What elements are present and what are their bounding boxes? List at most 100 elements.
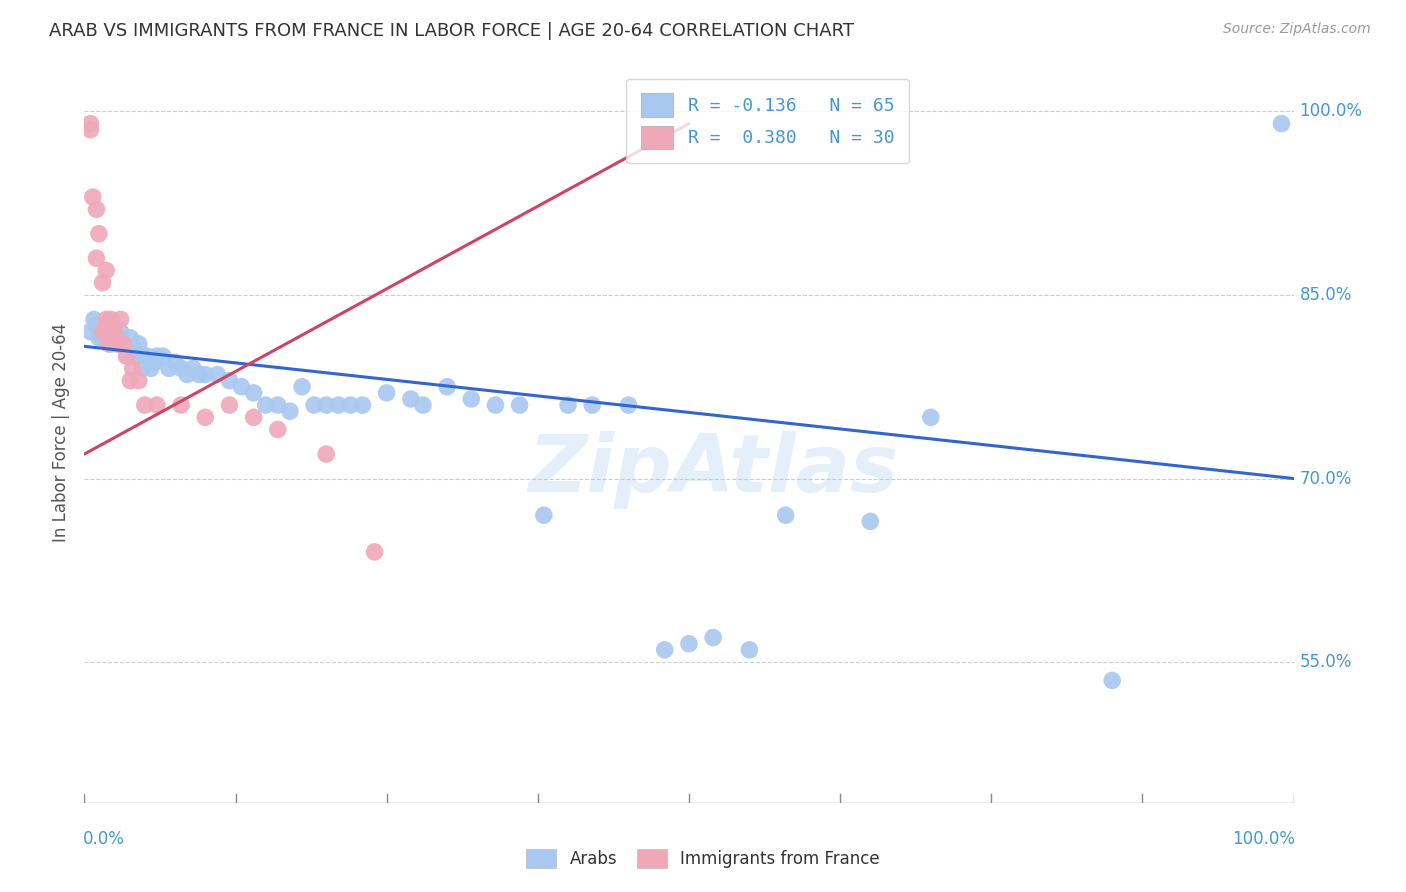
Point <box>231 380 253 394</box>
Text: 100.0%: 100.0% <box>1232 830 1295 847</box>
Point <box>484 398 506 412</box>
Point <box>165 355 187 369</box>
Point <box>194 368 217 382</box>
Point <box>176 368 198 382</box>
Point <box>412 398 434 412</box>
Point <box>702 631 724 645</box>
Point <box>100 337 122 351</box>
Point <box>124 343 146 357</box>
Point <box>920 410 942 425</box>
Point <box>1270 117 1292 131</box>
Point <box>82 190 104 204</box>
Point <box>302 398 325 412</box>
Point <box>188 368 211 382</box>
Point <box>218 374 240 388</box>
Point <box>112 337 135 351</box>
Point <box>139 361 162 376</box>
Point <box>94 263 117 277</box>
Point <box>94 325 117 339</box>
Point <box>115 349 138 363</box>
Point <box>352 398 374 412</box>
Point <box>86 318 108 333</box>
Point <box>267 423 290 437</box>
Point <box>399 392 422 406</box>
Point <box>242 385 264 400</box>
Point <box>94 312 117 326</box>
Point <box>1101 673 1123 688</box>
Point <box>121 349 143 363</box>
Point <box>460 392 482 406</box>
Point <box>91 325 114 339</box>
Text: ARAB VS IMMIGRANTS FROM FRANCE IN LABOR FORCE | AGE 20-64 CORRELATION CHART: ARAB VS IMMIGRANTS FROM FRANCE IN LABOR … <box>49 22 855 40</box>
Point <box>315 447 337 461</box>
Point <box>86 252 108 266</box>
Point <box>100 312 122 326</box>
Point <box>79 325 101 339</box>
Point <box>278 404 301 418</box>
Point <box>91 276 114 290</box>
Point <box>533 508 555 523</box>
Text: 85.0%: 85.0% <box>1299 286 1353 304</box>
Point <box>328 398 350 412</box>
Point <box>87 227 110 241</box>
Point <box>170 361 193 376</box>
Point <box>128 374 150 388</box>
Point <box>291 380 314 394</box>
Point <box>97 337 120 351</box>
Point <box>83 312 105 326</box>
Text: Source: ZipAtlas.com: Source: ZipAtlas.com <box>1223 22 1371 37</box>
Point <box>146 349 169 363</box>
Point <box>254 398 277 412</box>
Point <box>557 398 579 412</box>
Point <box>87 331 110 345</box>
Point <box>375 385 398 400</box>
Point <box>136 349 159 363</box>
Point <box>121 361 143 376</box>
Point <box>242 410 264 425</box>
Point <box>207 368 229 382</box>
Y-axis label: In Labor Force | Age 20-64: In Labor Force | Age 20-64 <box>52 323 70 542</box>
Point <box>134 349 156 363</box>
Point <box>654 643 676 657</box>
Text: 70.0%: 70.0% <box>1299 469 1353 488</box>
Point <box>581 398 603 412</box>
Text: 0.0%: 0.0% <box>83 830 125 847</box>
Point <box>143 355 166 369</box>
Legend: Arabs, Immigrants from France: Arabs, Immigrants from France <box>519 842 887 875</box>
Point <box>97 331 120 345</box>
Point <box>509 398 531 412</box>
Point <box>859 514 882 528</box>
Point <box>131 361 153 376</box>
Point <box>120 374 142 388</box>
Point <box>110 325 132 339</box>
Text: ZipAtlas: ZipAtlas <box>529 431 898 508</box>
Point <box>79 122 101 136</box>
Point <box>738 643 761 657</box>
Point <box>267 398 290 412</box>
Point <box>91 331 114 345</box>
Point <box>678 637 700 651</box>
Point <box>110 312 132 326</box>
Text: 55.0%: 55.0% <box>1299 653 1353 671</box>
Point <box>128 337 150 351</box>
Point <box>146 398 169 412</box>
Legend: R = -0.136   N = 65, R =  0.380   N = 30: R = -0.136 N = 65, R = 0.380 N = 30 <box>626 78 908 163</box>
Point <box>107 337 129 351</box>
Point <box>91 325 114 339</box>
Point <box>436 380 458 394</box>
Point <box>105 337 128 351</box>
Point <box>157 361 180 376</box>
Point <box>112 337 135 351</box>
Point <box>617 398 640 412</box>
Point <box>115 349 138 363</box>
Point <box>218 398 240 412</box>
Point <box>97 325 120 339</box>
Point <box>104 325 127 339</box>
Point <box>315 398 337 412</box>
Point <box>79 117 101 131</box>
Point <box>194 410 217 425</box>
Point <box>104 325 127 339</box>
Point <box>86 202 108 217</box>
Point <box>152 349 174 363</box>
Point <box>775 508 797 523</box>
